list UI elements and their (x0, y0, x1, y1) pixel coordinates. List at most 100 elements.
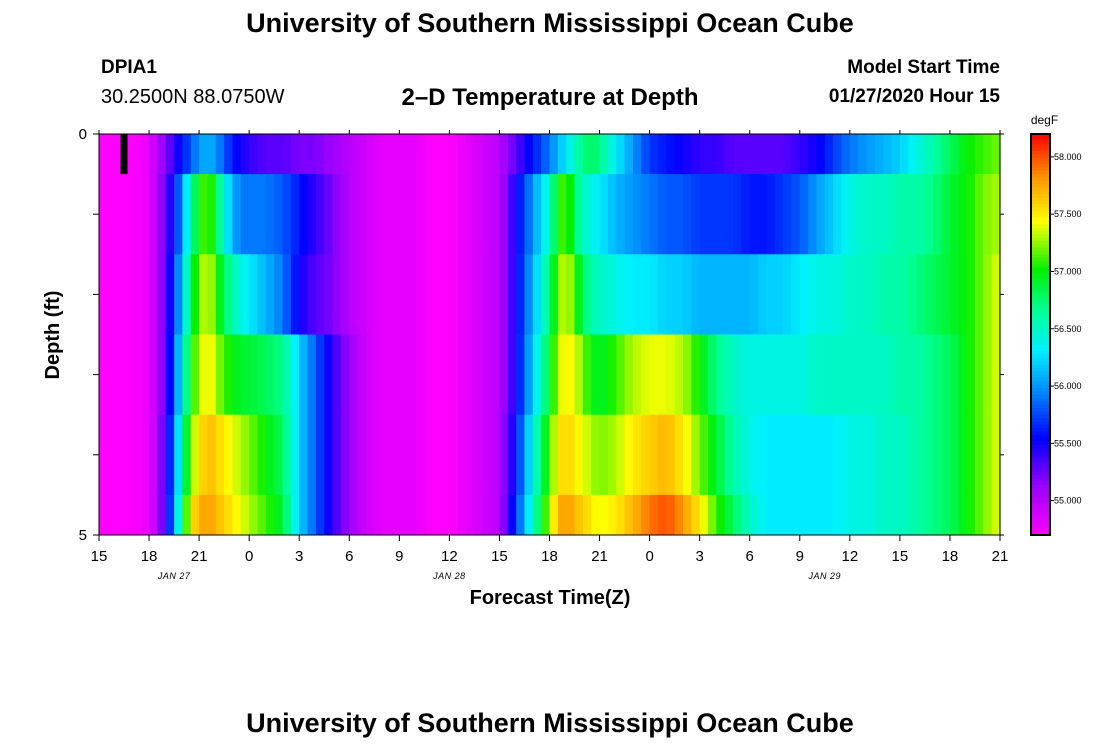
heatmap-cell (432, 334, 442, 416)
heatmap-cell (474, 174, 484, 255)
heatmap-cell (315, 334, 325, 416)
heatmap-cell (407, 414, 417, 496)
heatmap-cell (124, 334, 133, 416)
colorbar-segment (1031, 434, 1050, 439)
heatmap-cell (174, 414, 184, 496)
heatmap-cell (207, 254, 217, 335)
heatmap-cell (232, 334, 242, 416)
heatmap-cell (791, 254, 801, 335)
heatmap-cell (274, 134, 284, 175)
heatmap-cell (966, 334, 976, 416)
colorbar-tick-label: 57.500 (1054, 209, 1082, 219)
heatmap-cell (724, 414, 734, 496)
heatmap-cell (332, 254, 342, 335)
heatmap-cell (132, 134, 142, 175)
colorbar-segment (1031, 294, 1050, 299)
heatmap-cell (891, 174, 901, 255)
heatmap-cell (357, 134, 367, 175)
heatmap-cell (491, 174, 501, 255)
heatmap-cell (390, 494, 400, 536)
heatmap-cell (808, 254, 818, 335)
heatmap-cell (399, 134, 409, 175)
heatmap-cell (99, 414, 108, 496)
heatmap-cell (624, 494, 634, 536)
heatmap-cell (874, 494, 884, 536)
heatmap-cell (607, 254, 617, 335)
heatmap-cell (774, 174, 784, 255)
heatmap-cell (182, 174, 192, 255)
heatmap-cell (858, 174, 868, 255)
heatmap-cell (307, 174, 317, 255)
y-axis: 05 (79, 126, 1004, 544)
colorbar-segment (1031, 287, 1050, 292)
colorbar-segment (1031, 461, 1050, 466)
heatmap-cell (449, 254, 459, 335)
heatmap-cell (449, 414, 459, 496)
heatmap-cell (115, 494, 125, 536)
heatmap-cell (132, 174, 142, 255)
heatmap-cell (424, 414, 434, 496)
colorbar-segment (1031, 341, 1050, 346)
heatmap-cell (591, 334, 601, 416)
x-tick-label: 21 (591, 548, 608, 565)
colorbar-segment (1031, 164, 1050, 169)
heatmap-cell (399, 254, 409, 335)
heatmap-cell (716, 174, 726, 255)
heatmap-cell (257, 414, 267, 496)
heatmap-cell (207, 334, 217, 416)
heatmap-cell (599, 134, 609, 175)
heatmap-cell (733, 334, 742, 416)
heatmap-cell (541, 134, 551, 175)
heatmap-cell (933, 334, 943, 416)
heatmap-cell (232, 174, 242, 255)
heatmap-cell (557, 414, 567, 496)
heatmap-cell (632, 334, 642, 416)
heatmap-cell (115, 174, 125, 255)
heatmap-cell (841, 334, 851, 416)
heatmap-cell (541, 254, 551, 335)
heatmap-cell (349, 254, 359, 335)
heatmap-cell (841, 254, 851, 335)
colorbar-segment (1031, 438, 1050, 443)
heatmap-cell (107, 334, 117, 416)
heatmap-cell (199, 334, 209, 416)
x-tick-label: 15 (892, 548, 909, 565)
heatmap-cell (699, 334, 709, 416)
heatmap-cell (299, 334, 309, 416)
heatmap-cell (557, 494, 567, 536)
heatmap-cell (357, 334, 367, 416)
heatmap-cell (382, 334, 392, 416)
heatmap-cell (482, 174, 492, 255)
heatmap-cell (691, 414, 701, 496)
heatmap-cell (666, 174, 676, 255)
colorbar-segment (1031, 397, 1050, 402)
heatmap-cell (240, 494, 250, 536)
heatmap-cell (466, 334, 476, 416)
heatmap-cell (783, 134, 793, 175)
colorbar-segment (1031, 314, 1050, 319)
heatmap-cell (491, 494, 501, 536)
heatmap-cell (224, 494, 234, 536)
heatmap-cell (441, 134, 450, 175)
heatmap-cell (758, 414, 767, 496)
colorbar-segment (1031, 244, 1050, 249)
heatmap-cell (708, 494, 717, 536)
colorbar-segment (1031, 441, 1050, 446)
heatmap-cell (607, 174, 617, 255)
colorbar-segment (1031, 424, 1050, 429)
heatmap-cell (591, 134, 601, 175)
heatmap-cell (549, 414, 559, 496)
heatmap-cell (649, 414, 659, 496)
heatmap-cell (899, 494, 909, 536)
heatmap-cell (783, 334, 793, 416)
heatmap-cell (649, 174, 659, 255)
heatmap-cell (908, 334, 918, 416)
x-tick-label: 9 (796, 548, 804, 565)
heatmap-cell (607, 334, 617, 416)
heatmap-cell (299, 494, 309, 536)
heatmap-cell (491, 334, 501, 416)
heatmap-cell (516, 494, 526, 536)
station-id: DPIA1 (101, 57, 157, 78)
heatmap-cell (324, 414, 334, 496)
heatmap-cell (132, 254, 142, 335)
